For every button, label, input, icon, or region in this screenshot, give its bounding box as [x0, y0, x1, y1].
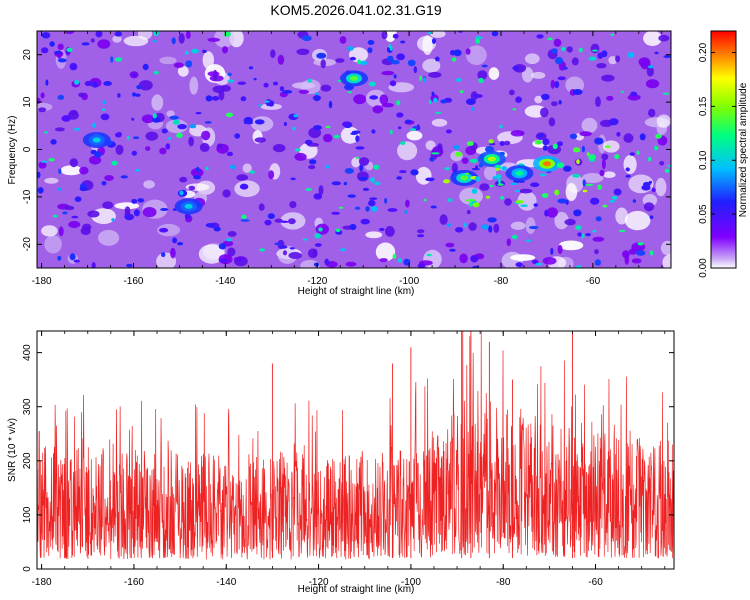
heatmap-hotspot: [340, 70, 368, 87]
heatmap-hotspot: [174, 198, 203, 215]
heatmap-hotspot: [450, 169, 479, 186]
heatmap-hotspot: [477, 150, 506, 167]
snr-panel: -180 -160 -140 -120 -100 -80 -600100200300400 …: [7, 330, 675, 595]
snr-frame: [36, 330, 675, 570]
colorbar-tick-label: 0.10: [698, 150, 709, 170]
heatmap-x-axis-label: Height of straight line (km): [298, 286, 415, 297]
y-tick-label: 0: [22, 566, 33, 572]
heatmap-hotspot: [82, 132, 111, 149]
snr-series-line: [37, 331, 674, 560]
colorbar-tick-label: 0.00: [698, 258, 709, 278]
snr-axes: -180 -160 -140 -120 -100 -80 -60 0 100 200 300 400: [22, 331, 674, 588]
x-tick-label: -140: [215, 276, 235, 287]
colorbar-tick-label: 0.20: [698, 42, 709, 62]
colorbar-tick-label: 0.15: [698, 96, 709, 116]
y-tick-label: 20: [22, 49, 33, 61]
heatmap-y-axis-label: Frequency (Hz): [7, 116, 18, 185]
colorbar-tick-label: 0.05: [698, 204, 709, 224]
colorbar-label: Normalized spectral amplitude: [738, 82, 749, 217]
x-tick-label: -180: [32, 577, 52, 588]
heatmap-field: [37, 31, 671, 268]
y-tick-label: 200: [22, 452, 33, 469]
snr-series: [37, 331, 674, 560]
y-tick-label: 0: [22, 146, 33, 152]
snr-x-axis-label: Height of straight line (km): [298, 584, 415, 595]
x-tick-label: -60: [588, 577, 603, 588]
x-tick-label: -120: [309, 577, 329, 588]
y-tick-label: -20: [22, 237, 33, 252]
y-tick-label: 10: [22, 96, 33, 108]
colorbar: 0.00 0.05 0.10 0.15 0.20 Normalized spectral…: [698, 30, 749, 278]
y-tick-label: 400: [22, 344, 33, 361]
heatmap-hotspot: [532, 155, 561, 172]
y-tick-label: 100: [22, 506, 33, 523]
colorbar-gradient: [710, 30, 737, 269]
chart-title: KOM5.2026.041.02.31.G19: [270, 2, 441, 18]
x-tick-label: -160: [124, 577, 144, 588]
x-tick-label: -80: [496, 577, 511, 588]
y-tick-label: -10: [22, 189, 33, 204]
x-tick-label: -180: [32, 276, 52, 287]
x-tick-label: -160: [123, 276, 143, 287]
colorbar-ticks: 0.00 0.05 0.10 0.15 0.20: [698, 42, 736, 278]
x-tick-label: -100: [399, 276, 419, 287]
y-tick-label: 300: [22, 398, 33, 415]
x-tick-label: -100: [401, 577, 421, 588]
x-tick-label: -80: [494, 276, 509, 287]
heatmap-hotspot: [505, 165, 534, 182]
x-tick-label: -60: [586, 276, 601, 287]
x-tick-label: -120: [307, 276, 327, 287]
x-tick-label: -140: [216, 577, 236, 588]
snr-y-axis-label: SNR (10 * v/v): [7, 418, 18, 482]
